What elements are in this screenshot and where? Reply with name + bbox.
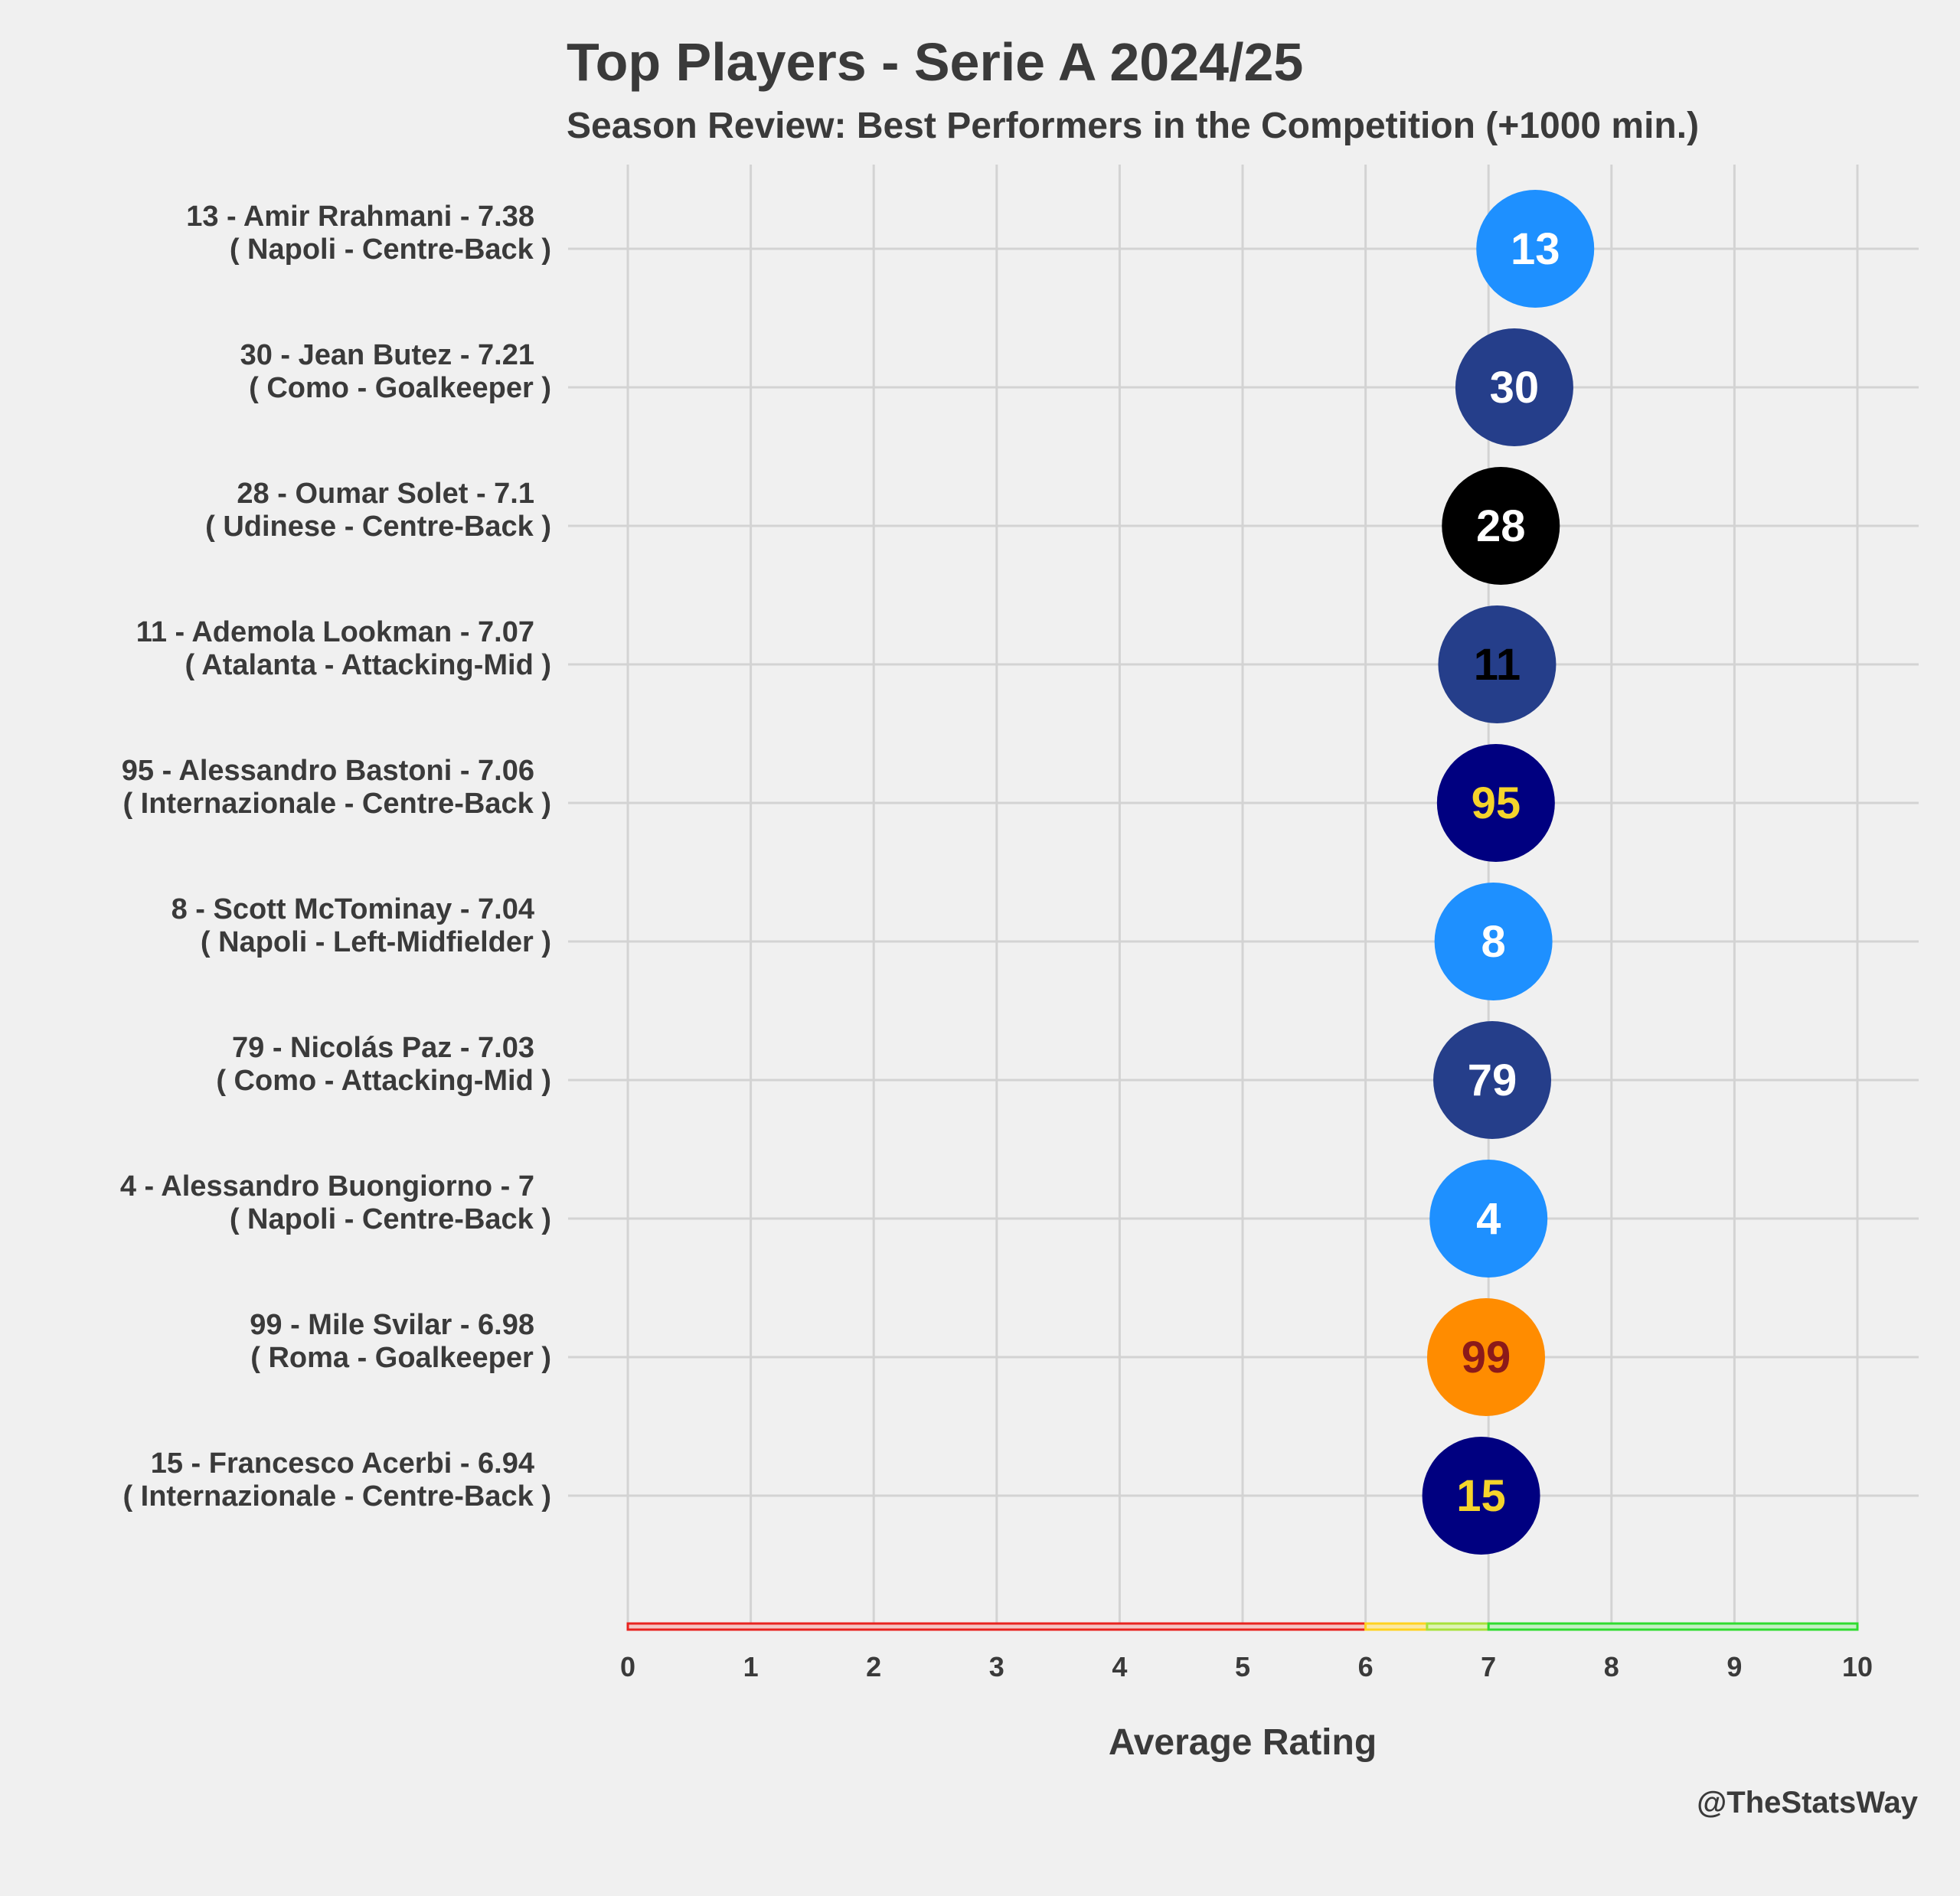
x-axis-ticks: 0 1 2 3 4 5 6 7 8 9 10 [620,1651,1873,1682]
player-marker [1434,883,1553,1000]
rating-band [626,1622,1367,1631]
x-tick-label: 9 [1726,1651,1742,1682]
x-axis-label: Average Rating [1109,1722,1377,1763]
x-tick-label: 0 [620,1651,635,1682]
player-team-label: ( Como - Goalkeeper ) [249,372,551,404]
x-tick-label: 6 [1358,1651,1374,1682]
player-points: 13 30 28 11 95 8 79 4 99 15 [1422,190,1595,1555]
player-marker [1429,1160,1548,1278]
player-marker [1438,605,1557,723]
player-name-label: 30 - Jean Butez - 7.21 [240,339,534,371]
x-tick-label: 8 [1604,1651,1619,1682]
player-name-label: 15 - Francesco Acerbi - 6.94 [151,1447,534,1480]
chart-subtitle: Season Review: Best Performers in the Co… [567,106,1699,146]
x-tick-label: 1 [743,1651,759,1682]
rating-band [1487,1622,1859,1631]
player-name-label: 79 - Nicolás Paz - 7.03 [232,1032,534,1064]
player-team-label: ( Internazionale - Centre-Back ) [122,1480,551,1513]
player-team-label: ( Napoli - Left-Midfielder ) [201,926,551,958]
player-name-label: 11 - Ademola Lookman - 7.07 [136,616,534,648]
x-tick-label: 10 [1842,1651,1873,1682]
player-number: 28 [1476,501,1526,551]
player-marker [1436,744,1555,862]
player-marker [1455,328,1573,446]
player-number: 11 [1474,640,1521,690]
player-team-label: ( Napoli - Centre-Back ) [230,1203,551,1235]
player-name-label: 8 - Scott McTominay - 7.04 [172,893,534,925]
player-number: 99 [1462,1333,1511,1382]
player-marker [1426,1298,1545,1416]
player-name-label: 95 - Alessandro Bastoni - 7.06 [122,755,534,787]
player-number: 15 [1456,1471,1506,1521]
grid [568,165,1919,1629]
player-team-label: ( Atalanta - Attacking-Mid ) [185,649,551,681]
player-number: 13 [1511,224,1560,274]
x-tick-label: 7 [1481,1651,1496,1682]
player-marker [1433,1021,1552,1139]
player-name-label: 99 - Mile Svilar - 6.98 [250,1309,534,1341]
x-tick-label: 3 [989,1651,1004,1682]
player-marker [1442,467,1560,585]
player-name-label: 13 - Amir Rrahmani - 7.38 [186,201,534,233]
credit-text: @TheStatsWay [1697,1786,1918,1819]
player-name-label: 28 - Oumar Solet - 7.1 [237,478,534,510]
player-team-label: ( Roma - Goalkeeper ) [250,1342,551,1374]
player-number: 95 [1472,778,1521,828]
player-team-label: ( Napoli - Centre-Back ) [230,233,551,266]
rating-band [1426,1622,1490,1631]
player-marker [1422,1437,1540,1555]
player-number: 79 [1468,1056,1517,1105]
player-number: 4 [1476,1194,1501,1244]
player-marker [1476,190,1595,308]
player-name-label: 4 - Alessandro Buongiorno - 7 [120,1170,534,1203]
x-tick-label: 2 [866,1651,881,1682]
x-tick-label: 5 [1235,1651,1250,1682]
player-team-label: ( Como - Attacking-Mid ) [216,1065,551,1097]
chart-title: Top Players - Serie A 2024/25 [567,32,1303,92]
x-tick-label: 4 [1112,1651,1127,1682]
player-number: 30 [1490,363,1540,413]
rating-band [1364,1622,1429,1631]
player-team-label: ( Udinese - Centre-Back ) [205,511,551,543]
player-labels: 13 - Amir Rrahmani - 7.38( Napoli - Cent… [120,201,551,1513]
rating-bands [626,1622,1859,1631]
player-number: 8 [1481,917,1505,967]
player-team-label: ( Internazionale - Centre-Back ) [122,788,551,820]
